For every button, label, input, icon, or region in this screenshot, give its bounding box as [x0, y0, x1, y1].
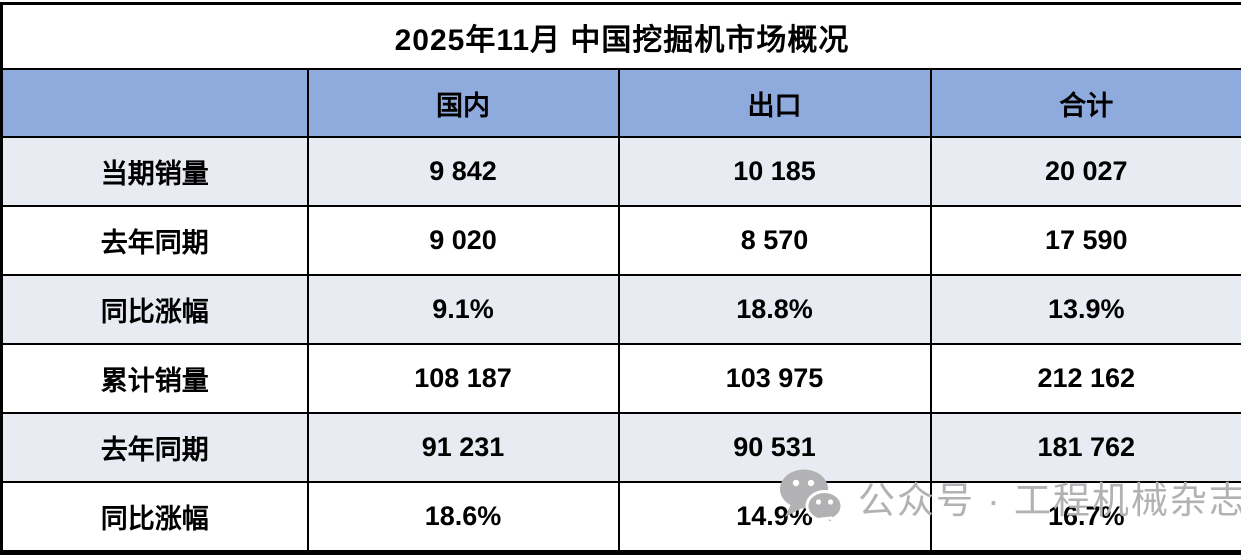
corner-cell	[0, 68, 309, 138]
cell-domestic: 18.6%	[306, 481, 620, 554]
cell-export: 8 570	[617, 205, 932, 276]
cell-total: 20 027	[929, 136, 1241, 207]
cell-export: 14.9%	[617, 481, 932, 554]
cell-domestic: 108 187	[306, 343, 620, 414]
cell-export: 10 185	[617, 136, 932, 207]
cell-domestic: 9 842	[306, 136, 620, 207]
row-yoy-growth-monthly: 同比涨幅 9.1% 18.8% 13.9%	[0, 274, 1241, 345]
cell-domestic: 9 020	[306, 205, 620, 276]
cell-total: 181 762	[929, 412, 1241, 483]
cell-export: 90 531	[617, 412, 932, 483]
cell-export: 103 975	[617, 343, 932, 414]
row-label: 累计销量	[0, 343, 309, 414]
row-label: 同比涨幅	[0, 274, 309, 345]
row-current-sales: 当期销量 9 842 10 185 20 027	[0, 136, 1241, 207]
column-header-export: 出口	[617, 68, 932, 138]
row-label: 去年同期	[0, 412, 309, 483]
table-title: 2025年11月 中国挖掘机市场概况	[0, 2, 1241, 70]
cell-domestic: 9.1%	[306, 274, 620, 345]
cell-total: 13.9%	[929, 274, 1241, 345]
cell-domestic: 91 231	[306, 412, 620, 483]
cell-total: 16.7%	[929, 481, 1241, 554]
title-row: 2025年11月 中国挖掘机市场概况	[0, 2, 1241, 70]
cell-total: 17 590	[929, 205, 1241, 276]
cell-export: 18.8%	[617, 274, 932, 345]
row-yoy-growth-cumulative: 同比涨幅 18.6% 14.9% 16.7%	[0, 481, 1241, 554]
header-row: 国内 出口 合计	[0, 68, 1241, 138]
cell-total: 212 162	[929, 343, 1241, 414]
row-cumulative-sales: 累计销量 108 187 103 975 212 162	[0, 343, 1241, 414]
column-header-domestic: 国内	[306, 68, 620, 138]
row-last-year-same-period: 去年同期 9 020 8 570 17 590	[0, 205, 1241, 276]
row-label: 同比涨幅	[0, 481, 309, 554]
row-last-year-cumulative: 去年同期 91 231 90 531 181 762	[0, 412, 1241, 483]
row-label: 去年同期	[0, 205, 309, 276]
row-label: 当期销量	[0, 136, 309, 207]
column-header-total: 合计	[929, 68, 1241, 138]
